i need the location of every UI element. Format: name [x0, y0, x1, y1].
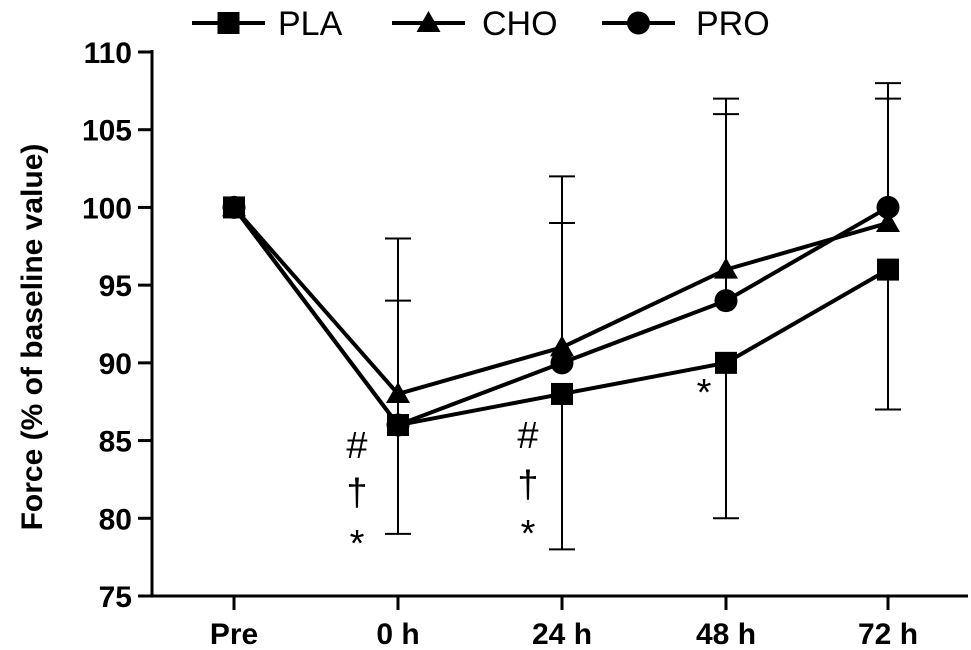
legend: PLA CHO PRO — [192, 5, 770, 43]
point-pla — [387, 414, 409, 437]
annotation-mark: † — [346, 472, 367, 514]
point-cho — [714, 257, 738, 279]
y-tick-label: 85 — [99, 426, 132, 459]
y-tick-label: 75 — [99, 581, 132, 614]
annotation-mark: * — [521, 513, 536, 555]
annotation-mark: * — [350, 523, 365, 565]
y-tick-label: 95 — [99, 270, 132, 303]
point-pro — [550, 351, 574, 375]
y-tick-label: 105 — [82, 115, 132, 148]
y-tick-label: 90 — [99, 348, 132, 381]
legend-label: PLA — [278, 5, 343, 43]
legend-label: PRO — [696, 5, 770, 43]
annotation-mark: † — [517, 464, 538, 506]
point-pla — [223, 196, 245, 219]
legend-marker — [416, 11, 441, 32]
series-markers — [222, 195, 900, 437]
point-pro — [714, 289, 738, 313]
point-pla — [551, 382, 573, 405]
y-axis-label: Force (% of baseline value) — [16, 144, 49, 531]
legend-item-pro: PRO — [602, 5, 770, 43]
point-pla — [715, 351, 737, 374]
x-tick-label: Pre — [210, 618, 258, 650]
point-pro — [876, 195, 900, 219]
annotation-mark: # — [346, 425, 367, 467]
legend-marker — [217, 12, 240, 34]
y-tick-label: 110 — [84, 37, 132, 70]
y-tick-label: 100 — [82, 192, 132, 225]
legend-item-pla: PLA — [192, 5, 343, 43]
x-tick-label: 24 h — [532, 618, 592, 650]
significance-annotations: # † * # † * * — [346, 372, 711, 565]
axes: 75 80 85 90 95 100 105 110 Pre 0 h 24 h 48 h 72 h — [82, 37, 968, 650]
x-tick-label: 0 h — [376, 618, 419, 650]
annotation-mark: # — [517, 415, 538, 457]
legend-item-cho: CHO — [392, 5, 558, 43]
x-tick-label: 72 h — [858, 618, 918, 650]
point-pla — [877, 258, 899, 281]
legend-label: CHO — [482, 5, 558, 43]
legend-marker — [627, 11, 650, 35]
point-cho — [386, 381, 410, 403]
x-tick-label: 48 h — [696, 618, 756, 650]
point-cho — [876, 210, 900, 232]
y-tick-label: 80 — [99, 503, 132, 536]
error-bars — [385, 82, 901, 551]
point-cho — [550, 335, 574, 357]
annotation-mark: * — [697, 372, 712, 414]
